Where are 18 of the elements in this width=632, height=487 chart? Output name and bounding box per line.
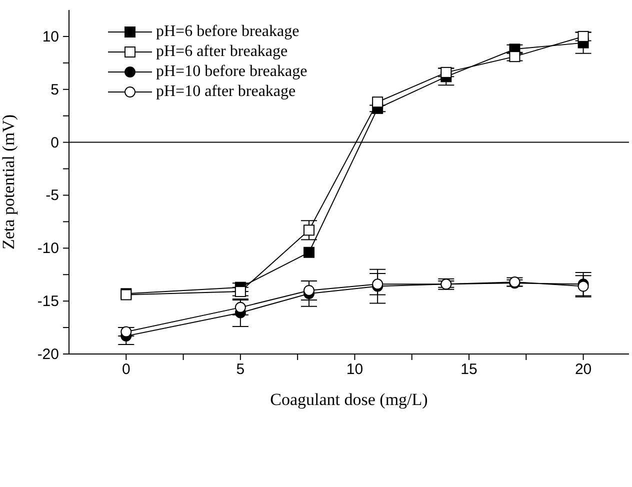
x-tick-label: 20 (574, 361, 592, 378)
legend-label: pH=6 after breakage (156, 42, 288, 62)
y-tick-label: -10 (37, 240, 59, 258)
y-tick-label: -15 (37, 293, 59, 310)
x-tick-label: 5 (236, 361, 245, 378)
y-tick-label: 5 (50, 81, 59, 98)
y-tick-label: -5 (46, 187, 59, 204)
x-axis-title: Coagulant dose (mg/L) (270, 390, 428, 409)
y-axis-title: Zeta potential (mV) (0, 114, 18, 250)
x-tick-label: 15 (460, 361, 478, 378)
x-tick-label: 10 (346, 361, 364, 378)
legend-label: pH=6 before breakage (156, 22, 300, 42)
legend-label: pH=10 after breakage (156, 82, 296, 102)
y-tick-label: -20 (37, 346, 59, 363)
y-tick-label: 10 (42, 28, 59, 46)
y-tick-label: 0 (50, 134, 59, 152)
legend-label: pH=10 before breakage (156, 62, 308, 82)
x-tick-label: 0 (122, 361, 130, 378)
